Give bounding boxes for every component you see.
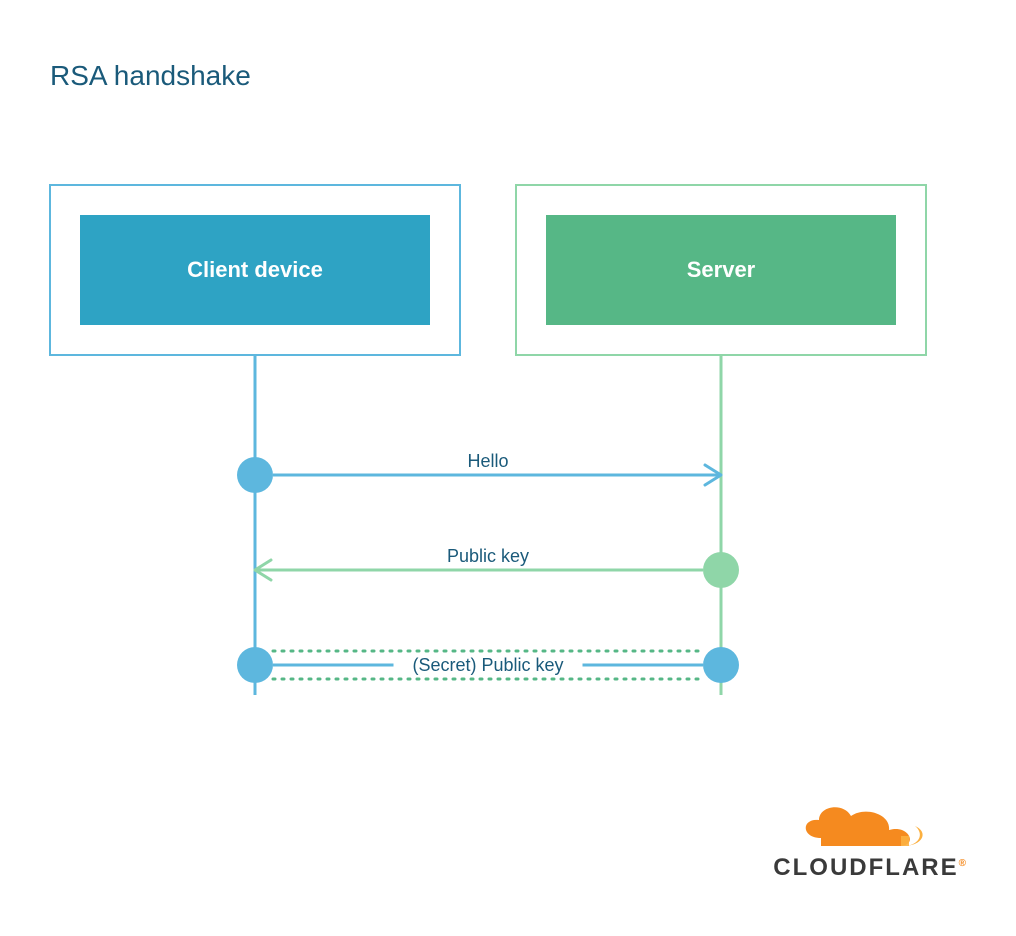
cloudflare-wordmark: CLOUDFLARE®: [773, 854, 968, 882]
cloudflare-cloud-icon: [791, 796, 951, 850]
diagram-canvas: Client device Server Hello Public key (Secre…: [0, 0, 1016, 800]
entity-label: Client device: [187, 257, 323, 282]
message-dest-dot: [703, 647, 739, 683]
message-label: Public key: [447, 546, 529, 566]
entity-label: Server: [687, 257, 756, 282]
cloudflare-logo: CLOUDFLARE®: [773, 796, 968, 882]
message-label: (Secret) Public key: [412, 655, 563, 675]
message-origin-dot: [237, 457, 273, 493]
message-origin-dot: [237, 647, 273, 683]
message-origin-dot: [703, 552, 739, 588]
message-label: Hello: [467, 451, 508, 471]
